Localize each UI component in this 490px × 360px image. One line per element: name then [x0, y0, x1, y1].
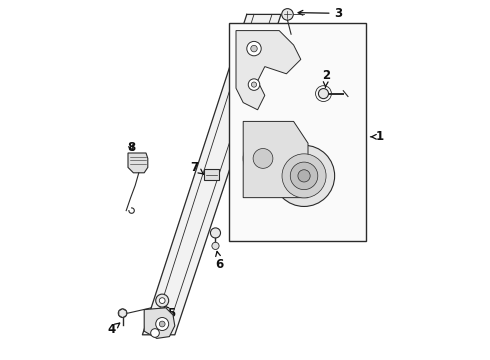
- Circle shape: [212, 242, 219, 249]
- Circle shape: [156, 294, 169, 307]
- Circle shape: [273, 145, 335, 207]
- Circle shape: [282, 9, 293, 20]
- Text: 8: 8: [127, 141, 136, 154]
- Text: 7: 7: [191, 161, 204, 174]
- Bar: [229, 23, 366, 241]
- Circle shape: [210, 228, 221, 238]
- Circle shape: [318, 89, 328, 99]
- Circle shape: [243, 139, 283, 178]
- Bar: [204, 169, 220, 180]
- Polygon shape: [236, 31, 301, 110]
- Polygon shape: [119, 309, 126, 318]
- Circle shape: [290, 162, 318, 190]
- Text: 3: 3: [298, 7, 343, 20]
- Polygon shape: [128, 153, 148, 173]
- Text: 4: 4: [108, 323, 120, 336]
- Text: 2: 2: [322, 69, 330, 88]
- Circle shape: [282, 154, 326, 198]
- Circle shape: [156, 318, 169, 330]
- Polygon shape: [243, 121, 308, 198]
- Circle shape: [159, 298, 165, 303]
- Circle shape: [118, 309, 127, 318]
- Circle shape: [251, 82, 257, 87]
- Circle shape: [159, 321, 165, 327]
- Circle shape: [247, 41, 261, 56]
- Circle shape: [298, 170, 310, 182]
- Polygon shape: [144, 308, 175, 338]
- Circle shape: [251, 45, 257, 52]
- Text: 1: 1: [370, 130, 384, 143]
- Circle shape: [248, 79, 260, 90]
- Circle shape: [151, 329, 159, 337]
- Circle shape: [253, 149, 273, 168]
- Text: 6: 6: [216, 251, 224, 271]
- Polygon shape: [143, 14, 281, 335]
- Text: 5: 5: [164, 306, 175, 320]
